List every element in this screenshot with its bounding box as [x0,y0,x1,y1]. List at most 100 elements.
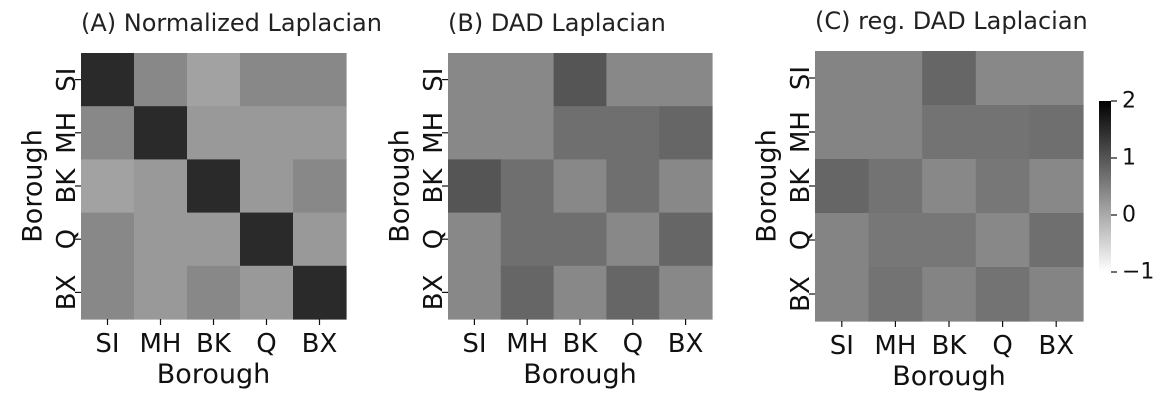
heatmap-cell [553,53,607,107]
panel-title: (B) DAD Laplacian [448,9,666,37]
heatmap-cell [81,212,135,267]
colorbar-tick-label: 0 [1122,203,1136,228]
colorbar-gradient [1099,101,1111,272]
x-tick-label: Q [256,329,276,359]
heatmap-cell [500,106,555,160]
y-tick-label: MH [52,112,82,154]
x-tick-label: SI [830,331,854,361]
heatmap-cell [553,159,607,214]
heatmap-cell [1029,105,1084,160]
heatmap-cell [975,213,1030,268]
colorbar-tick-label: −1 [1122,260,1154,285]
x-axis-label: Borough [892,361,1005,392]
heatmap-cell [293,106,347,160]
heatmap-cell [240,212,294,267]
y-axis-label: Borough [752,129,783,242]
heatmap-cell [134,212,188,267]
heatmap-cell [659,53,713,107]
heatmap-cell [606,53,660,107]
x-tick-label: BX [668,329,704,359]
heatmap-cell [293,212,347,267]
heatmap-cell [659,106,713,160]
heatmap-cell [606,265,660,320]
heatmap-cell [500,159,555,214]
heatmap-cell [187,212,241,267]
heatmap-cell [815,51,870,106]
heatmap-cell [1029,159,1084,214]
heatmap-cell [134,159,188,214]
heatmap-cell [1029,51,1084,106]
heatmap-panel-0: (A) Normalized Laplacian SI SI MH MH BK BK Q Q BX… [18,9,382,390]
heatmap-cell [659,212,713,267]
heatmap-cell [815,105,870,160]
heatmap-cell [500,265,555,320]
heatmap-panel-1: (B) DAD Laplacian SI SI MH MH BK BK Q Q BX BX Borou… [385,9,713,390]
heatmap-cell [134,106,188,160]
y-tick-label: BK [786,168,816,204]
heatmap-cell [448,265,502,320]
heatmap-cell [553,212,607,267]
heatmap-cell [868,51,923,106]
y-tick-label: SI [786,66,816,90]
heatmap-cell [868,159,923,214]
heatmap-cell [1029,267,1084,322]
heatmap-cell [922,51,977,106]
heatmap-cell [922,105,977,160]
heatmap-cell [81,106,135,160]
heatmap-cell [553,106,607,160]
x-tick-label: BK [932,331,968,361]
heatmap-cell [187,106,241,160]
heatmap-cell [448,53,502,107]
x-tick-label: MH [140,329,182,359]
heatmap-cell [240,106,294,160]
panel-title: (A) Normalized Laplacian [81,9,382,37]
x-tick-label: Q [623,329,643,359]
heatmap-cell [975,51,1030,106]
heatmap-cell [922,213,977,268]
heatmap-cell [606,106,660,160]
heatmap-cell [81,53,135,107]
y-tick-label: BX [52,275,82,311]
heatmap-panel-2: (C) reg. DAD Laplacian SI SI MH MH BK BK Q Q BX BX… [752,7,1088,392]
heatmap-cell [448,159,502,214]
heatmap-cell [240,265,294,320]
heatmap-cell [448,212,502,267]
y-tick-label: BX [786,276,816,312]
heatmap-cell [81,265,135,320]
heatmap-cell [922,159,977,214]
heatmap-cell [134,265,188,320]
heatmap-cell [659,159,713,214]
y-tick-label: BX [419,275,449,311]
y-tick-label: BK [52,168,82,204]
heatmap-cell [659,265,713,320]
colorbar-tick-label: 2 [1122,89,1136,114]
heatmap-cell [500,212,555,267]
colorbar: 2 1 0 −1 [1099,89,1154,285]
y-axis-label: Borough [18,129,49,242]
panel-title: (C) reg. DAD Laplacian [815,7,1088,35]
y-tick-label: Q [419,229,449,249]
heatmap-cell [134,53,188,107]
heatmap-cell [553,265,607,320]
y-tick-label: BK [419,168,449,204]
x-tick-label: BX [302,329,338,359]
heatmap-cell [293,159,347,214]
heatmap-cell [975,159,1030,214]
heatmap-cell [448,106,502,160]
y-tick-label: Q [52,229,82,249]
x-tick-label: BK [563,329,599,359]
x-tick-label: MH [874,331,916,361]
y-axis-label: Borough [385,129,416,242]
heatmap-cell [868,267,923,322]
x-tick-label: SI [462,329,486,359]
heatmap-cell [975,267,1030,322]
y-tick-label: Q [786,230,816,250]
heatmap-cell [868,213,923,268]
heatmap-cell [606,159,660,214]
heatmap-cell [815,159,870,214]
x-tick-label: Q [992,331,1012,361]
x-axis-label: Borough [157,359,270,390]
heatmap-cell [187,265,241,320]
y-tick-label: MH [786,111,816,153]
